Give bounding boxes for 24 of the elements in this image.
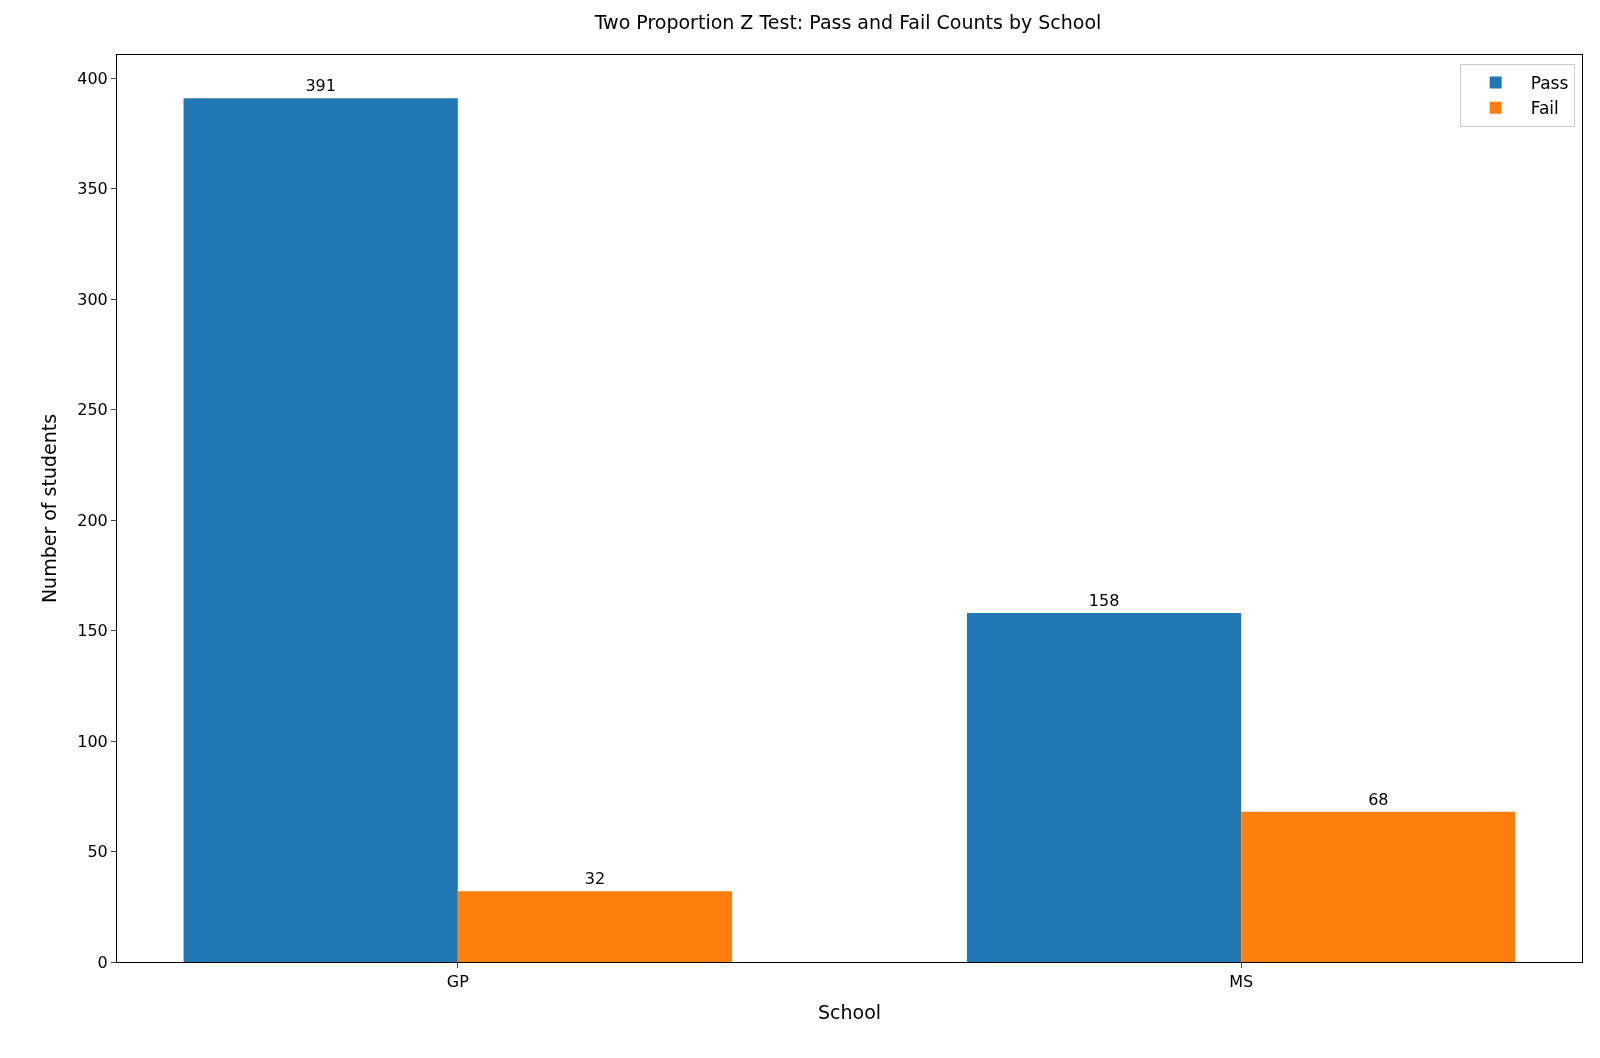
bar	[457, 891, 732, 962]
y-axis-title: Number of students	[38, 413, 61, 604]
y-tick-label: 100	[77, 731, 108, 751]
bar	[183, 98, 458, 962]
legend-label: Pass	[1530, 73, 1569, 94]
data-label: 68	[1368, 789, 1389, 809]
bar	[1241, 811, 1516, 962]
x-tick-label: MS	[1229, 972, 1254, 992]
x-axis-title: School	[817, 1001, 882, 1023]
data-label: 391	[305, 76, 336, 96]
y-tick-label: 50	[87, 842, 108, 862]
x-tick-label: GP	[446, 972, 470, 992]
y-tick-label: 200	[77, 510, 108, 530]
y-tick-label: 350	[77, 179, 108, 199]
y-tick-label: 250	[77, 400, 108, 420]
y-tick-label: 400	[77, 68, 108, 88]
bar	[967, 612, 1242, 962]
y-tick-label: 300	[77, 289, 108, 309]
data-label: 158	[1088, 590, 1120, 610]
chart-title: Two Proportion Z Test: Pass and Fail Counts by School	[593, 11, 1102, 34]
y-tick-label: 0	[97, 952, 108, 972]
data-label: 32	[584, 869, 606, 889]
y-tick-label: 150	[77, 621, 108, 641]
legend-label: Fail	[1530, 98, 1559, 119]
